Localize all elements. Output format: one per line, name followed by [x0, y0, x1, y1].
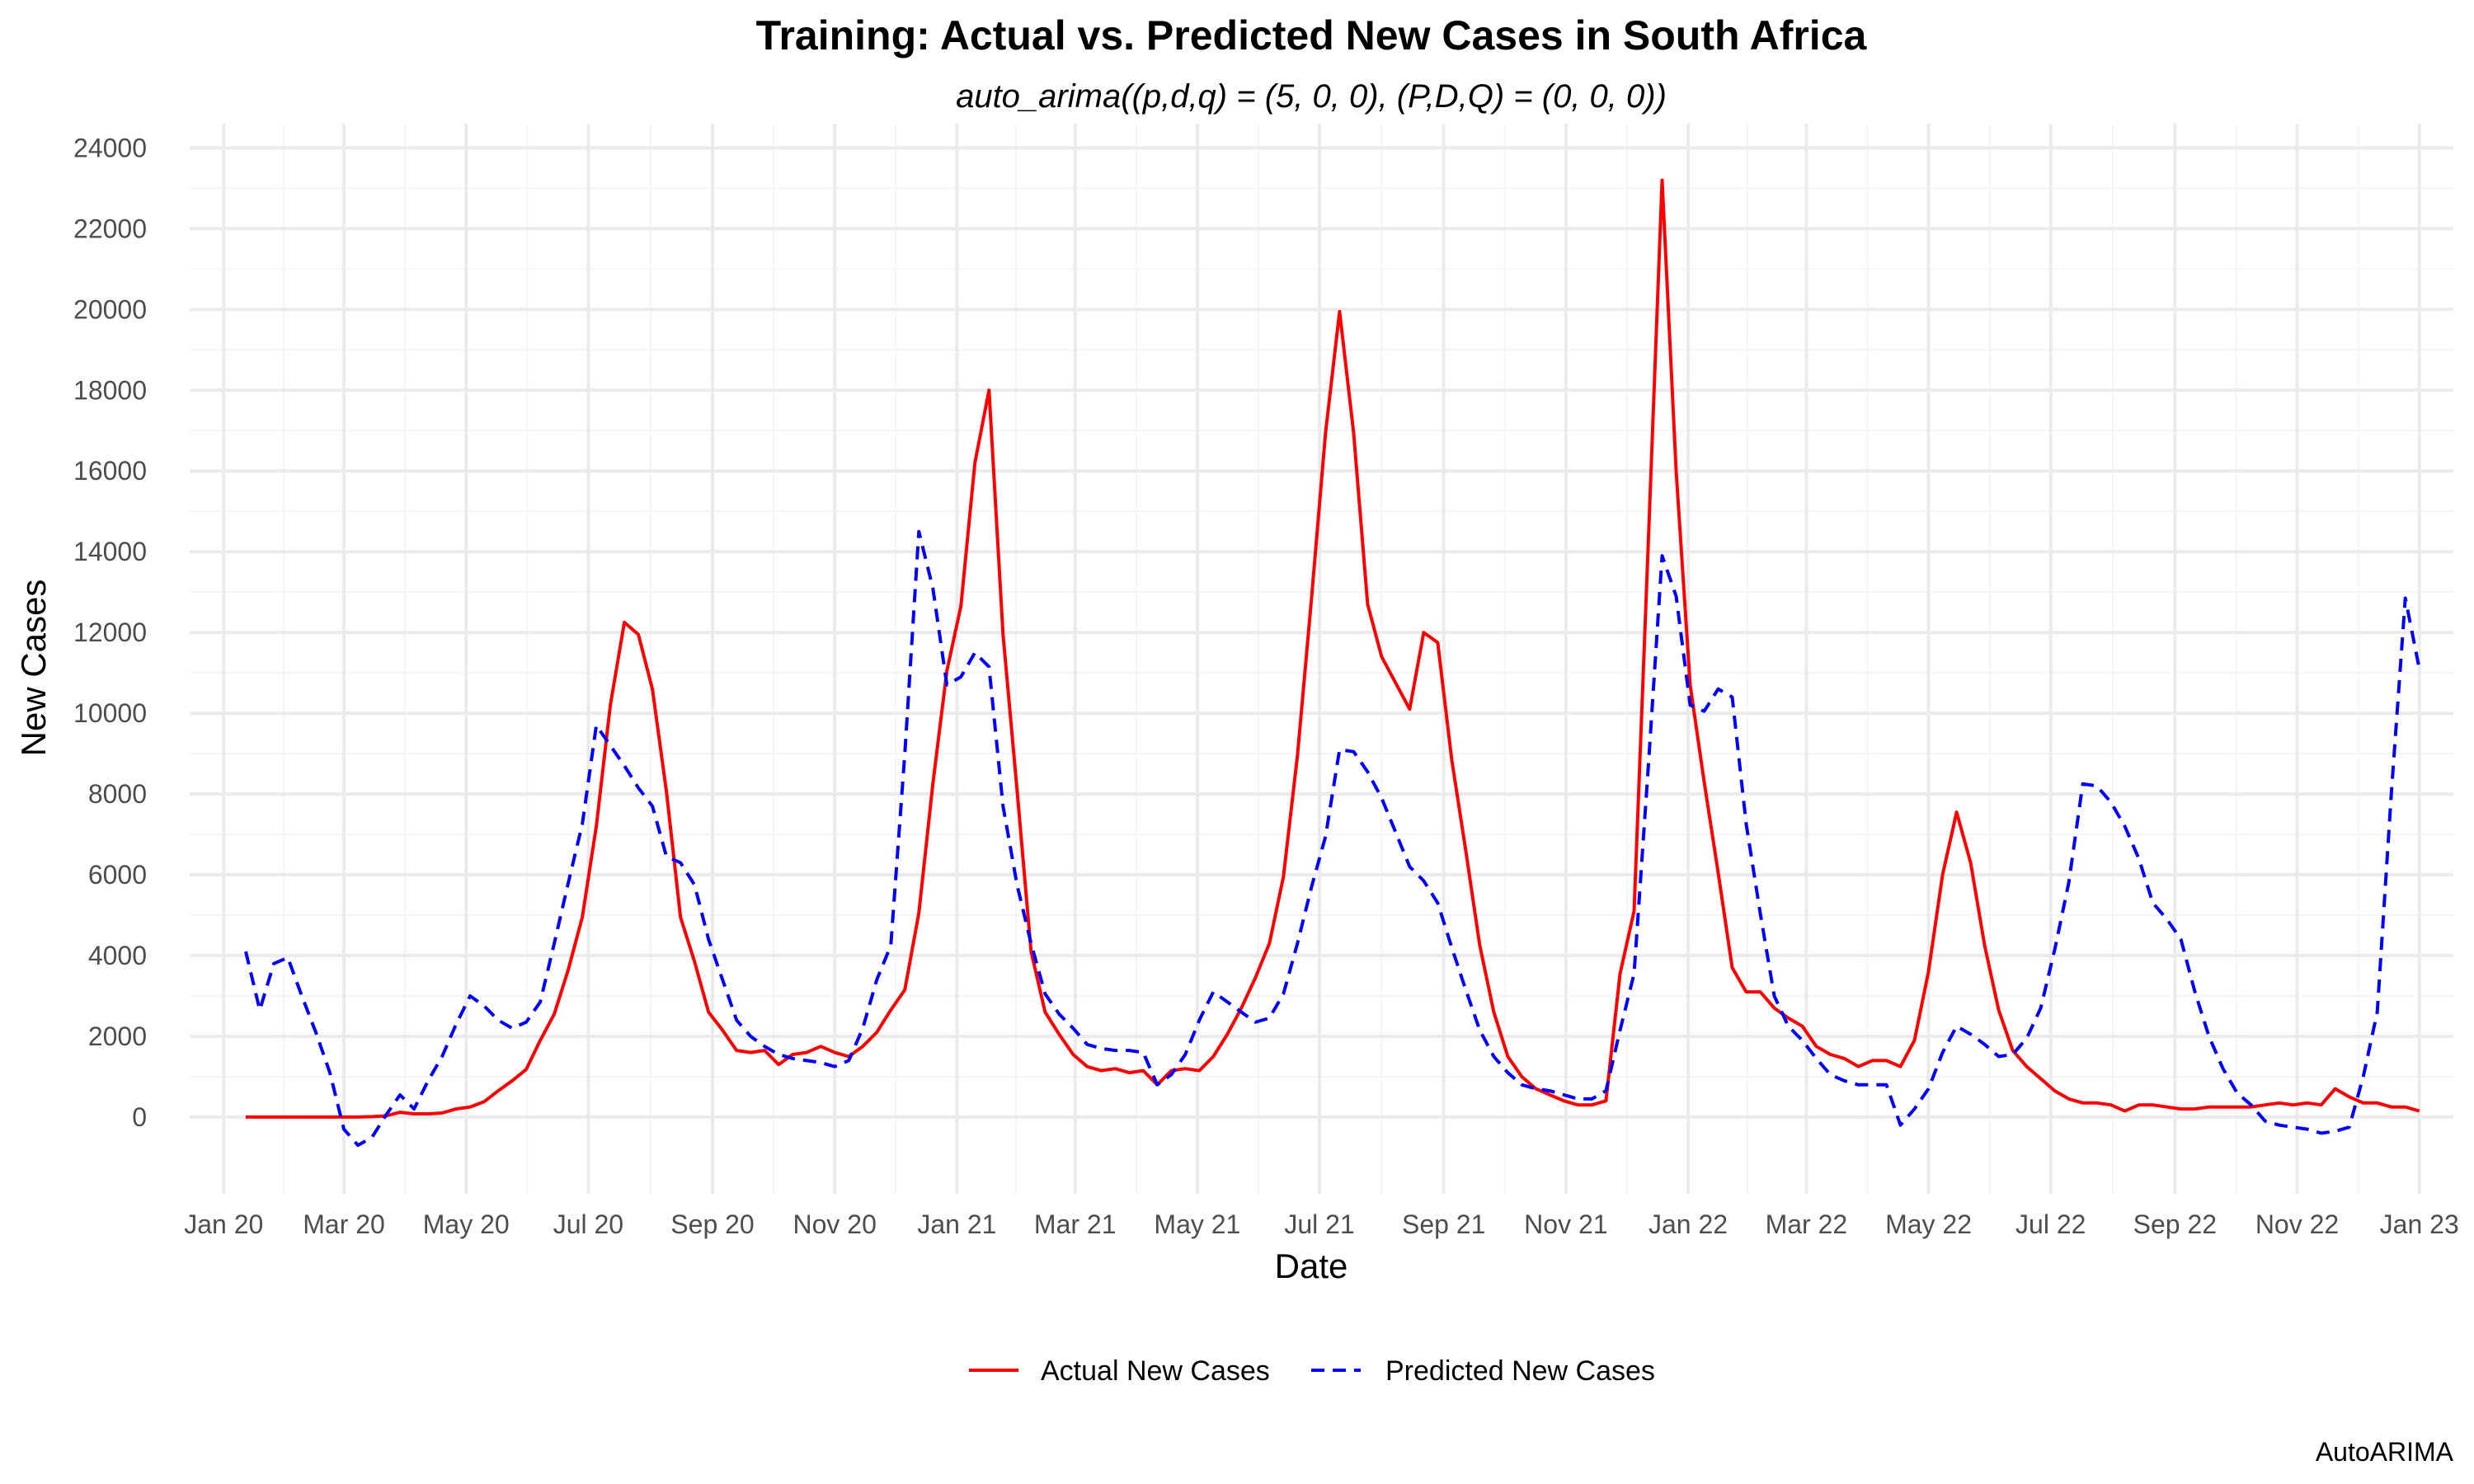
legend-label-actual: Actual New Cases — [1041, 1355, 1270, 1387]
x-tick-label: May 21 — [1154, 1209, 1240, 1239]
chart-subtitle: auto_arima((p,d,q) = (5, 0, 0), (P,D,Q) … — [956, 78, 1667, 115]
chart-caption: AutoARIMA — [2316, 1437, 2454, 1467]
x-tick-label: Nov 21 — [1524, 1209, 1607, 1239]
grid-lines — [190, 124, 2453, 1194]
x-tick-label: May 22 — [1885, 1209, 1972, 1239]
x-tick-label: Jan 21 — [917, 1209, 996, 1239]
y-tick-label: 4000 — [88, 941, 147, 970]
x-tick-label: Jan 22 — [1649, 1209, 1728, 1239]
y-tick-label: 20000 — [73, 294, 147, 324]
y-tick-label: 14000 — [73, 537, 147, 566]
x-tick-label: Nov 20 — [793, 1209, 877, 1239]
y-tick-label: 24000 — [73, 133, 147, 162]
x-tick-label: Mar 21 — [1034, 1209, 1117, 1239]
data-series — [244, 178, 2421, 1148]
x-tick-label: Jul 22 — [2015, 1209, 2086, 1239]
x-tick-label: Jul 21 — [1284, 1209, 1354, 1239]
x-tick-label: Mar 20 — [303, 1209, 385, 1239]
y-tick-label: 10000 — [73, 698, 147, 728]
y-tick-label: 6000 — [88, 860, 147, 890]
x-tick-label: Sep 20 — [670, 1209, 754, 1239]
x-tick-label: Nov 22 — [2255, 1209, 2339, 1239]
x-axis-title: Date — [1275, 1247, 1348, 1285]
x-tick-label: Mar 22 — [1766, 1209, 1848, 1239]
y-axis-ticks: 0 2000 4000 6000 8000 10000 12000 14000 16000 180… — [73, 133, 147, 1132]
y-tick-label: 12000 — [73, 618, 147, 647]
series-line-actual — [246, 178, 2420, 1119]
chart-title: Training: Actual vs. Predicted New Cases… — [756, 12, 1868, 59]
y-tick-label: 18000 — [73, 375, 147, 405]
x-axis-ticks: Jan 20 Mar 20 May 20 Jul 20 Sep 20 Nov 20 Jan … — [184, 1209, 2458, 1239]
y-tick-label: 22000 — [73, 214, 147, 243]
y-tick-label: 2000 — [88, 1021, 147, 1051]
y-axis-title: New Cases — [14, 580, 53, 757]
y-tick-label: 8000 — [88, 779, 147, 809]
legend-label-predicted: Predicted New Cases — [1385, 1355, 1655, 1387]
legend: Actual New Cases Predicted New Cases — [969, 1355, 1655, 1387]
x-tick-label: May 20 — [423, 1209, 510, 1239]
x-tick-label: Jan 23 — [2380, 1209, 2459, 1239]
x-tick-label: Sep 21 — [1402, 1209, 1485, 1239]
x-tick-label: Sep 22 — [2133, 1209, 2217, 1239]
x-tick-label: Jul 20 — [553, 1209, 623, 1239]
y-tick-label: 0 — [132, 1102, 147, 1132]
x-tick-label: Jan 20 — [184, 1209, 263, 1239]
y-tick-label: 16000 — [73, 456, 147, 486]
